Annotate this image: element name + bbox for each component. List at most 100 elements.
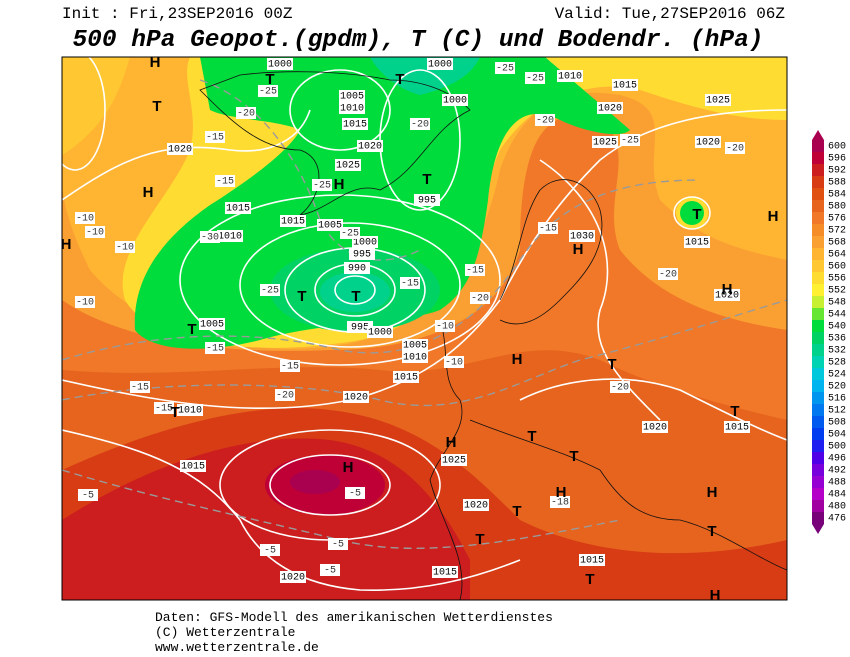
isotherm-label-box: [444, 356, 464, 368]
pressure-center: T: [187, 321, 196, 338]
isobar-label: 1005: [340, 92, 364, 103]
colorbar-label: 556: [828, 274, 846, 285]
isobar-label-box: [432, 566, 458, 578]
colorbar-label: 536: [828, 334, 846, 345]
colorbar-cell: [812, 224, 824, 236]
colorbar-label: 584: [828, 190, 846, 201]
field-600: [290, 470, 340, 494]
isobar-label: 1020: [598, 104, 622, 115]
isotherm-label: -15: [401, 279, 419, 290]
isobar-label-box: [339, 90, 365, 102]
pressure-center: H: [61, 236, 72, 253]
isobar-label: 1025: [593, 138, 617, 149]
isotherm-label-box: [275, 389, 295, 401]
isobar-label: 1020: [344, 393, 368, 404]
isotherm-label-box: [75, 212, 95, 224]
pressure-center: H: [573, 241, 584, 258]
isotherm-label: -5: [332, 540, 344, 551]
isobar-label-box: [344, 262, 370, 274]
isobar-label-box: [280, 215, 306, 227]
isotherm-label-box: [130, 381, 150, 393]
isotherm-label: -25: [621, 136, 639, 147]
pressure-center: H: [556, 484, 567, 501]
isobar-label: 1015: [181, 462, 205, 473]
isobar-label: 1020: [281, 573, 305, 584]
isobar-label-box: [557, 70, 583, 82]
isobar-label: 1020: [168, 145, 192, 156]
colorbar-cell: [812, 488, 824, 500]
isobar-label: 1010: [340, 104, 364, 115]
isotherm-label: -25: [496, 64, 514, 75]
isotherm-label: -5: [324, 566, 336, 577]
isotherm-label: -15: [155, 404, 173, 415]
isobar-label-box: [199, 318, 225, 330]
colorbar-cell: [812, 512, 824, 524]
isotherm-label-box: [525, 72, 545, 84]
footer-url: www.wetterzentrale.de: [155, 640, 319, 655]
isotherm-label: -25: [261, 286, 279, 297]
isobar-label-box: [463, 499, 489, 511]
pressure-center: T: [422, 171, 431, 188]
isobar-label: 1010: [558, 72, 582, 83]
isobar-label-box: [357, 140, 383, 152]
colorbar-cell: [812, 476, 824, 488]
colorbar-cell: [812, 440, 824, 452]
colorbar-cell: [812, 368, 824, 380]
isobar-label: 1010: [178, 406, 202, 417]
isobar-label-box: [442, 94, 468, 106]
isobar-label-box: [402, 339, 428, 351]
isobar-label-box: [180, 460, 206, 472]
isotherm-label-box: [85, 226, 105, 238]
isobar-label-box: [343, 391, 369, 403]
isobar-label: 1020: [464, 501, 488, 512]
isotherm-label: -25: [341, 229, 359, 240]
isotherm-label-box: [400, 277, 420, 289]
isotherm-label: -25: [313, 181, 331, 192]
isobar-label: 1030: [570, 232, 594, 243]
pressure-center: H: [446, 434, 457, 451]
footer-source: Daten: GFS-Modell des amerikanischen Wet…: [155, 610, 553, 625]
isobar-label: 1020: [715, 291, 739, 302]
isobar-label-box: [177, 404, 203, 416]
isobar-label-box: [393, 371, 419, 383]
pressure-center: T: [395, 71, 404, 88]
pressure-center: T: [152, 98, 161, 115]
isotherm-label-box: [215, 175, 235, 187]
isotherm-label: -10: [445, 358, 463, 369]
colorbar-cell: [812, 428, 824, 440]
pressure-center: T: [512, 503, 521, 520]
colorbar-cell: [812, 380, 824, 392]
pressure-center: T: [351, 288, 360, 305]
isobar-label-box: [642, 421, 668, 433]
isobar-label: 1025: [336, 161, 360, 172]
isobar-label-box: [705, 94, 731, 106]
isotherm-label: -20: [611, 383, 629, 394]
isobar-label: 1000: [353, 238, 377, 249]
isobar-label-box: [367, 326, 393, 338]
isotherm-label: -25: [526, 74, 544, 85]
colorbar-label: 592: [828, 166, 846, 177]
isobar-label: 1015: [685, 238, 709, 249]
isobar-label: 1015: [613, 81, 637, 92]
isotherm-label-box: [435, 320, 455, 332]
isobar-label: 1000: [268, 60, 292, 71]
isotherm-label: -20: [659, 270, 677, 281]
colorbar-label: 540: [828, 322, 846, 333]
isotherm-label-box: [340, 227, 360, 239]
isobar-label: 1005: [403, 341, 427, 352]
colorbar-cell: [812, 284, 824, 296]
isotherm-label: -20: [237, 109, 255, 120]
colorbar-cell: [812, 344, 824, 356]
isotherm-label-box: [78, 489, 98, 501]
colorbar-label: 488: [828, 478, 846, 489]
colorbar-label: 552: [828, 286, 846, 297]
isotherm-label: -10: [76, 298, 94, 309]
colorbar-cell: [812, 200, 824, 212]
isobar-label-box: [347, 321, 373, 333]
colorbar-cell: [812, 272, 824, 284]
pressure-center: T: [170, 404, 179, 421]
isobar-label: 1000: [428, 60, 452, 71]
colorbar-label: 496: [828, 454, 846, 465]
pressure-center: H: [768, 208, 779, 225]
